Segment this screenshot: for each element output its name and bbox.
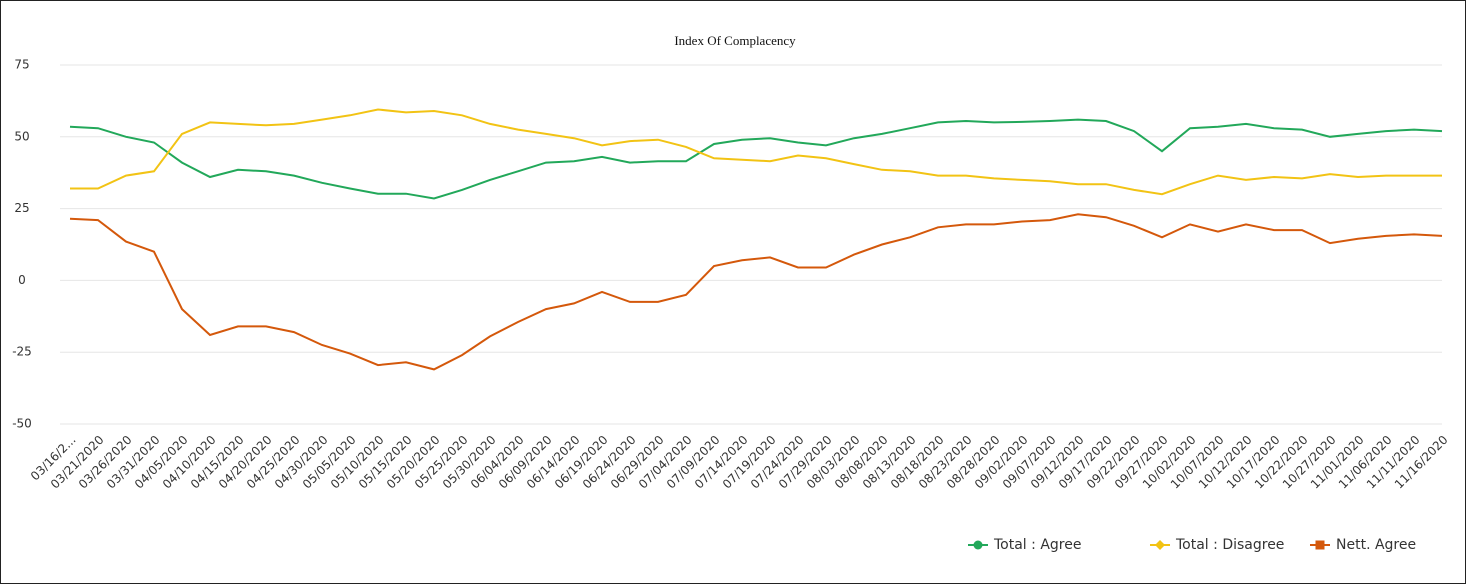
chart-title: Index Of Complacency bbox=[674, 33, 796, 48]
series-line bbox=[69, 213, 1443, 371]
legend-marker bbox=[1315, 540, 1325, 550]
series-line bbox=[69, 118, 1443, 200]
y-tick-label: -25 bbox=[12, 345, 32, 359]
y-tick-label: 0 bbox=[18, 273, 26, 287]
y-tick-label: 50 bbox=[14, 129, 29, 143]
legend-label: Total : Disagree bbox=[1175, 537, 1284, 553]
y-tick-label: 75 bbox=[14, 58, 29, 72]
legend-item: Total : Disagree bbox=[1150, 537, 1284, 553]
legend-marker bbox=[973, 540, 983, 550]
legend-item: Nett. Agree bbox=[1310, 537, 1416, 553]
y-tick-label: -50 bbox=[12, 417, 32, 431]
legend-label: Nett. Agree bbox=[1336, 537, 1416, 553]
legend-marker bbox=[1155, 540, 1165, 550]
legend-item: Total : Agree bbox=[968, 537, 1081, 553]
series-line bbox=[70, 108, 1442, 196]
legend-label: Total : Agree bbox=[993, 537, 1081, 553]
y-tick-label: 25 bbox=[14, 201, 29, 215]
